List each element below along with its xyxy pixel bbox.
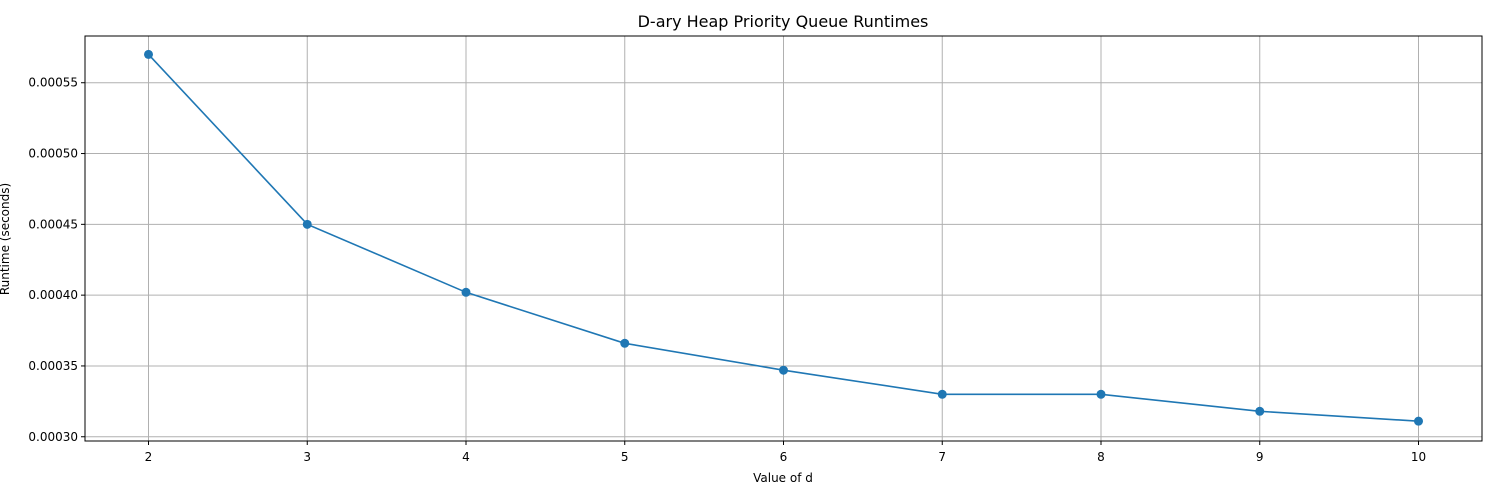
x-tick-label: 10: [1411, 450, 1426, 464]
y-tick-label: 0.00030: [28, 430, 78, 444]
y-tick-label: 0.00035: [28, 359, 78, 373]
x-tick-label: 9: [1256, 450, 1264, 464]
x-axis-label: Value of d: [753, 471, 813, 485]
x-axis-ticks: 2 3 4 5 6 7 8 9 10: [145, 441, 1426, 464]
data-point: [1255, 406, 1265, 416]
x-tick-label: 2: [145, 450, 153, 464]
data-points: [144, 49, 1423, 426]
data-point: [302, 219, 312, 229]
x-tick-label: 4: [462, 450, 470, 464]
chart-title: D-ary Heap Priority Queue Runtimes: [638, 12, 929, 31]
data-point: [1096, 389, 1106, 399]
y-axis-ticks: 0.00030 0.00035 0.00040 0.00045 0.00050 0.000…: [28, 76, 85, 444]
y-tick-label: 0.00055: [28, 76, 78, 90]
y-tick-label: 0.00050: [28, 147, 78, 161]
data-point: [937, 389, 947, 399]
y-tick-label: 0.00040: [28, 288, 78, 302]
x-tick-label: 3: [303, 450, 311, 464]
x-tick-label: 7: [938, 450, 946, 464]
data-point: [1414, 416, 1423, 426]
data-point: [461, 287, 471, 297]
data-point: [620, 338, 630, 348]
x-tick-label: 6: [780, 450, 788, 464]
data-point: [779, 365, 788, 375]
data-point: [144, 49, 153, 59]
x-tick-label: 5: [621, 450, 629, 464]
x-tick-label: 8: [1097, 450, 1105, 464]
y-tick-label: 0.00045: [28, 217, 78, 231]
y-axis-label: Runtime (seconds): [0, 183, 12, 295]
grid: [85, 36, 1482, 441]
